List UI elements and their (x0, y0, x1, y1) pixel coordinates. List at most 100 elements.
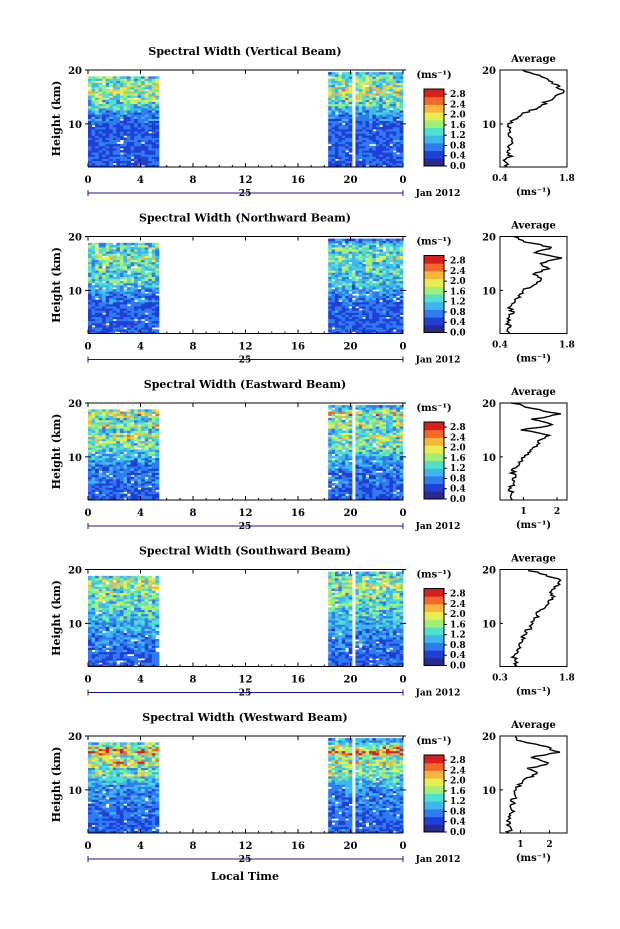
heatmap-cell (98, 145, 103, 149)
heatmap-cell (151, 139, 156, 143)
colorbar-segment (424, 142, 444, 152)
heatmap-cell (141, 84, 146, 88)
heatmap-cell (102, 451, 107, 455)
heatmap-cell (386, 150, 390, 153)
heatmap-cell (91, 261, 96, 265)
heatmap-cell (392, 266, 397, 269)
heatmap-cell (109, 118, 114, 122)
heatmap-cell (88, 481, 92, 484)
heatmap-cell (130, 103, 135, 107)
heatmap-cell (109, 306, 114, 309)
heatmap-cell (382, 303, 387, 307)
heatmap-cell (98, 244, 103, 248)
heatmap-cell (98, 485, 103, 488)
heatmap-cell (137, 107, 142, 111)
heatmap-cell (102, 428, 107, 431)
heatmap-cell (362, 327, 366, 330)
heatmap-cell (399, 261, 404, 265)
heatmap-cell (328, 320, 332, 324)
heatmap-cell (341, 280, 346, 284)
heatmap-cell (105, 242, 110, 246)
heatmap-cell (144, 274, 149, 277)
heatmap-cell (109, 325, 114, 328)
heatmap-cell (119, 457, 124, 461)
heatmap-cell (141, 107, 146, 111)
heatmap-cell (123, 457, 128, 461)
heatmap-cell (392, 88, 397, 92)
heatmap-cell (109, 80, 114, 84)
heatmap-cell (372, 318, 377, 322)
heatmap-cell (379, 110, 383, 113)
heatmap-cell (141, 78, 146, 81)
heatmap-cell (105, 141, 110, 145)
heatmap-cell (375, 78, 380, 81)
heatmap-cell (112, 141, 117, 145)
heatmap-cell (355, 310, 360, 313)
heatmap-cell (102, 253, 107, 256)
heatmap-cell (341, 78, 346, 81)
heatmap-cell (372, 126, 377, 130)
heatmap-cell (382, 120, 387, 124)
heatmap-cell (134, 261, 139, 265)
date-label: Jan 2012 (415, 189, 461, 199)
heatmap-cell (392, 320, 397, 324)
heatmap-cell (389, 263, 394, 267)
heatmap-cell (392, 274, 397, 277)
heatmap-cell (148, 411, 153, 414)
heatmap-cell (141, 295, 146, 299)
heatmap-cell (105, 476, 110, 480)
heatmap-cell (126, 329, 131, 332)
heatmap-cell (148, 135, 153, 138)
heatmap-cell (351, 308, 356, 311)
heatmap-cell (345, 139, 349, 143)
heatmap-cell (334, 312, 339, 315)
heatmap-cell (151, 244, 156, 248)
heatmap-cell (109, 266, 114, 269)
heatmap-cell (137, 466, 142, 469)
heatmap-cell (151, 470, 156, 473)
heatmap-cell (98, 426, 103, 429)
heatmap-cell (399, 141, 404, 145)
heatmap-cell (382, 274, 387, 277)
heatmap-cell (105, 468, 110, 471)
heatmap-cell (112, 129, 117, 132)
heatmap-cell (105, 481, 110, 484)
heatmap-cell (119, 105, 124, 109)
heatmap-cell (358, 289, 363, 292)
heatmap-cell (389, 259, 394, 263)
heatmap-cell (389, 306, 394, 309)
heatmap-cell (130, 154, 135, 157)
heatmap-cell (396, 238, 400, 242)
heatmap-cell (91, 432, 96, 436)
heatmap-cell (123, 272, 128, 275)
heatmap-cell (126, 112, 131, 115)
heatmap-cell (116, 82, 121, 86)
heatmap-cell (375, 116, 380, 119)
heatmap-cell (382, 129, 387, 132)
heatmap-cell (148, 116, 153, 119)
heatmap-cell (123, 455, 128, 459)
heatmap-cell (372, 282, 377, 286)
heatmap-cell (372, 299, 377, 303)
heatmap-cell (372, 145, 377, 149)
heatmap-cell (399, 107, 404, 111)
heatmap-cell (355, 451, 360, 455)
heatmap-cell (102, 289, 107, 292)
heatmap-cell (399, 86, 404, 90)
heatmap-cell (102, 143, 107, 147)
heatmap-cell (91, 158, 96, 162)
heatmap-cell (102, 263, 107, 267)
heatmap-cell (116, 472, 121, 476)
heatmap-cell (386, 263, 390, 267)
heatmap-cell (331, 160, 336, 164)
heatmap-cell (126, 453, 131, 457)
heatmap-cell (130, 445, 135, 448)
heatmap-cell (144, 118, 149, 122)
heatmap-cell (91, 247, 96, 250)
heatmap-cell (112, 88, 117, 92)
heatmap-cell (105, 310, 110, 313)
heatmap-cell (134, 105, 139, 109)
heatmap-cell (95, 268, 100, 271)
heatmap-cell (338, 240, 343, 244)
heatmap-cell (148, 470, 153, 473)
